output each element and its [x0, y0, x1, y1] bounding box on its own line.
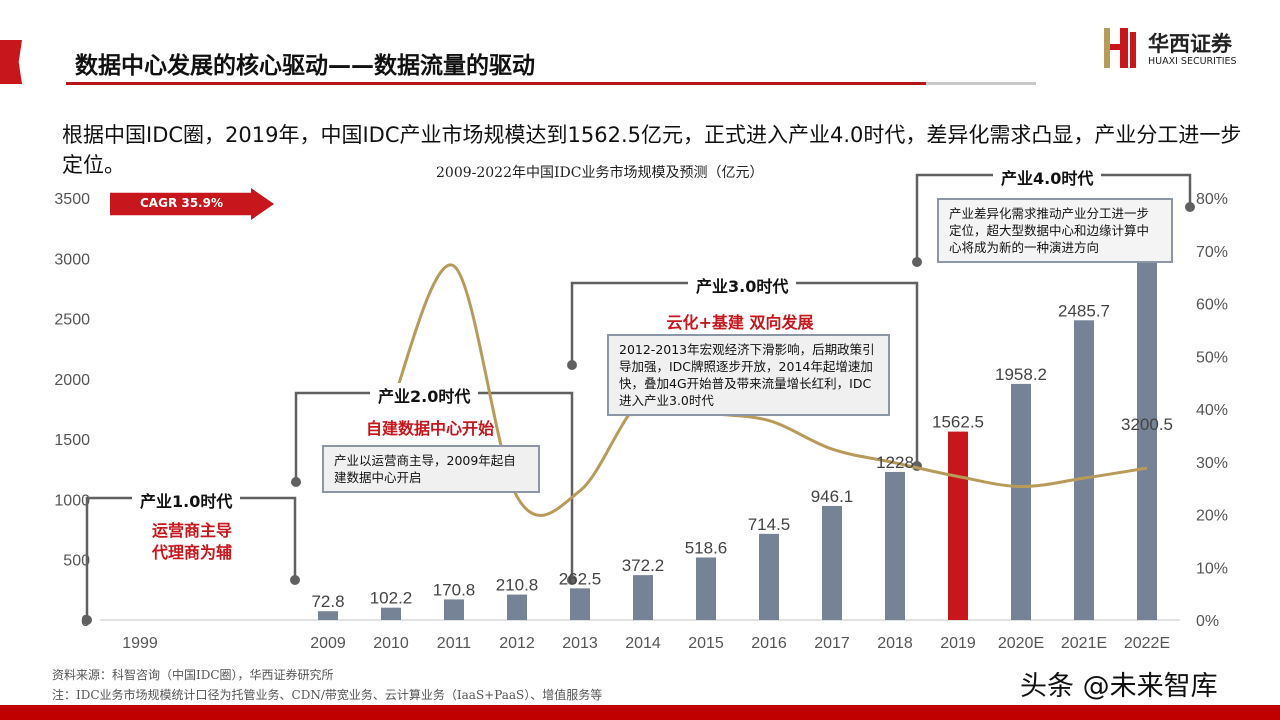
era-3-title: 产业3.0时代 — [688, 273, 797, 297]
x-tick-label: 2009 — [310, 635, 346, 652]
title-underline — [66, 82, 926, 85]
x-tick-label: 2016 — [751, 635, 787, 652]
bracket-dot — [291, 477, 301, 487]
era-4-title: 产业4.0时代 — [993, 165, 1102, 189]
bar-2010 — [381, 607, 401, 620]
footer-bar — [0, 705, 1280, 720]
bracket-dot — [290, 575, 300, 585]
bar-2014 — [633, 575, 653, 620]
bar-2009 — [318, 611, 338, 620]
era-3-subtitle: 云化+基建 双向发展 — [666, 313, 814, 332]
cagr-arrow: CAGR 35.9% — [110, 188, 274, 220]
y-right-tick: 40% — [1196, 402, 1228, 419]
chart-title: 2009-2022年中国IDC业务市场规模及预测（亿元） — [436, 165, 764, 181]
x-tick-label: 2012 — [499, 635, 535, 652]
y-left-tick: 1000 — [54, 492, 90, 509]
page-title: 数据中心发展的核心驱动——数据流量的驱动 — [75, 53, 535, 79]
x-tick-label: 2010 — [373, 635, 409, 652]
bar-data-label: 3200.5 — [1121, 415, 1173, 434]
watermark: 头条 @未来智库 — [1020, 671, 1218, 702]
bar-2021E — [1074, 320, 1094, 620]
era-1-title: 产业1.0时代 — [132, 488, 241, 512]
era-4-note: 产业差异化需求推动产业分工进一步定位，超大型数据中心和边缘计算中心将成为新的一种… — [937, 198, 1173, 263]
bar-2011 — [444, 599, 464, 620]
bar-2019 — [948, 431, 968, 620]
bar-data-label: 102.2 — [370, 589, 413, 608]
x-tick-label: 2017 — [814, 635, 850, 652]
bar-data-label: 210.8 — [496, 576, 539, 595]
bar-2018 — [885, 471, 905, 620]
y-left-tick: 2500 — [54, 312, 90, 329]
y-right-tick: 80% — [1196, 191, 1228, 208]
y-right-tick: 60% — [1196, 297, 1228, 314]
bar-data-label: 1562.5 — [932, 413, 984, 432]
y-right-tick: 70% — [1196, 244, 1228, 261]
x-tick-label: 2011 — [437, 635, 472, 652]
bar-2022E — [1137, 234, 1157, 620]
x-tick-label: 2014 — [625, 635, 661, 652]
bar-2017 — [822, 505, 842, 620]
footnote: 注：IDC业务市场规模统计口径为托管业务、CDN/带宽业务、云计算业务（IaaS… — [52, 688, 603, 702]
x-tick-label: 2015 — [688, 635, 724, 652]
y-right-tick: 20% — [1196, 508, 1228, 525]
bar-data-label: 262.5 — [559, 569, 602, 588]
era-2-note: 产业以运营商主导，2009年起自建数据中心开启 — [322, 445, 540, 493]
bracket-dot — [567, 575, 577, 585]
x-tick-label: 2019 — [940, 635, 976, 652]
era-2-subtitle: 自建数据中心开始 — [365, 419, 494, 438]
bracket-dot — [567, 360, 577, 370]
era-2-title: 产业2.0时代 — [370, 383, 479, 407]
source-note: 资料来源：科智咨询（中国IDC圈），华西证券研究所 — [52, 668, 334, 682]
y-left-tick: 3500 — [54, 191, 90, 208]
bar-data-label: 518.6 — [685, 538, 728, 557]
bar-2015 — [696, 557, 716, 620]
bracket-dot — [82, 615, 92, 625]
x-tick-label: 1999 — [122, 635, 158, 652]
bar-data-label: 2485.7 — [1058, 301, 1110, 320]
era-1-subtitle: 运营商主导 代理商为辅 — [151, 521, 232, 562]
header-accent — [0, 40, 22, 84]
y-left-tick: 1500 — [54, 432, 90, 449]
intro-text: 根据中国IDC圈，2019年，中国IDC产业市场规模达到1562.5亿元，正式进… — [62, 123, 1242, 177]
bar-2020E — [1011, 383, 1031, 620]
bar-data-label: 72.8 — [311, 592, 344, 611]
bracket-dot — [1185, 202, 1195, 212]
bar-2012 — [507, 594, 527, 620]
bar-2013 — [570, 588, 590, 620]
logo-subtext: HUAXI SECURITIES — [1148, 56, 1237, 67]
y-right-tick: 10% — [1196, 560, 1228, 577]
logo-icon — [1104, 28, 1136, 68]
x-tick-label: 2018 — [877, 635, 913, 652]
logo-text: 华西证券 — [1148, 31, 1232, 56]
y-left-tick: 2000 — [54, 372, 90, 389]
y-left-tick: 3000 — [54, 251, 90, 268]
bracket-dot — [912, 257, 922, 267]
title-underline-gray — [926, 82, 1036, 85]
bar-data-label: 946.1 — [811, 487, 854, 506]
y-right-tick: 50% — [1196, 349, 1228, 366]
x-tick-label: 2020E — [998, 635, 1044, 652]
bar-data-label: 170.8 — [433, 580, 476, 599]
bar-2016 — [759, 533, 779, 620]
era-3-note: 2012-2013年宏观经济下滑影响，后期政策引导加强，IDC牌照逐步开放，20… — [607, 334, 890, 416]
bar-data-label: 1958.2 — [995, 365, 1047, 384]
bar-data-label: 372.2 — [622, 556, 665, 575]
x-tick-label: 2013 — [562, 635, 598, 652]
y-right-tick: 0% — [1196, 613, 1219, 630]
y-left-tick: 500 — [63, 553, 90, 570]
bar-data-label: 1228 — [876, 453, 914, 472]
x-tick-label: 2021E — [1061, 635, 1107, 652]
y-right-tick: 30% — [1196, 455, 1228, 472]
x-tick-label: 2022E — [1124, 635, 1170, 652]
bar-data-label: 714.5 — [748, 515, 791, 534]
